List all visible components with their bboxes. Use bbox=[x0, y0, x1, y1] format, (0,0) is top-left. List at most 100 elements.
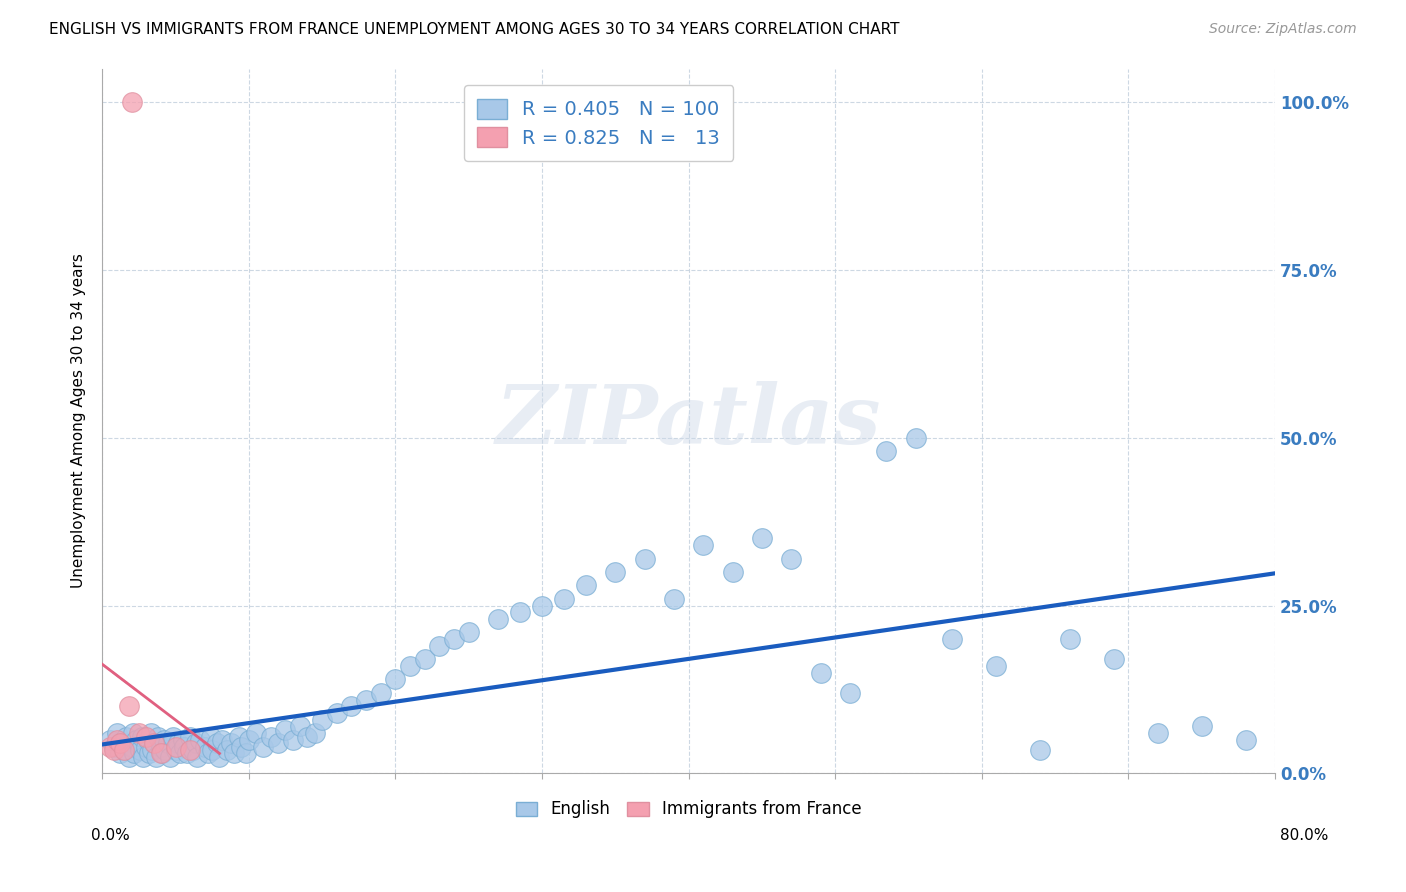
Point bbox=[114, 730, 136, 744]
Point bbox=[167, 736, 190, 750]
Point bbox=[172, 732, 194, 747]
Point bbox=[384, 673, 406, 687]
Point bbox=[184, 736, 207, 750]
Point bbox=[605, 565, 627, 579]
Point bbox=[443, 632, 465, 647]
Legend: English, Immigrants from France: English, Immigrants from France bbox=[509, 794, 869, 825]
Point bbox=[780, 551, 803, 566]
Point bbox=[238, 732, 260, 747]
Point bbox=[149, 746, 172, 760]
Point bbox=[429, 639, 451, 653]
Point bbox=[197, 746, 219, 760]
Point bbox=[297, 730, 319, 744]
Point bbox=[509, 605, 531, 619]
Text: 80.0%: 80.0% bbox=[1281, 828, 1329, 843]
Point bbox=[810, 665, 832, 680]
Point bbox=[721, 565, 744, 579]
Point bbox=[121, 739, 143, 754]
Text: ENGLISH VS IMMIGRANTS FROM FRANCE UNEMPLOYMENT AMONG AGES 30 TO 34 YEARS CORRELA: ENGLISH VS IMMIGRANTS FROM FRANCE UNEMPL… bbox=[49, 22, 900, 37]
Text: ZIPatlas: ZIPatlas bbox=[496, 381, 882, 461]
Point bbox=[165, 743, 187, 757]
Point bbox=[129, 743, 152, 757]
Point bbox=[1029, 743, 1052, 757]
Point bbox=[304, 726, 326, 740]
Point bbox=[165, 739, 187, 754]
Point bbox=[200, 730, 222, 744]
Point bbox=[1102, 652, 1125, 666]
Point bbox=[326, 706, 349, 720]
Point bbox=[633, 551, 655, 566]
Point bbox=[274, 723, 297, 737]
Point bbox=[131, 730, 153, 744]
Point bbox=[838, 686, 860, 700]
Point bbox=[117, 749, 139, 764]
Point bbox=[190, 732, 212, 747]
Point bbox=[413, 652, 436, 666]
Point bbox=[146, 730, 169, 744]
Point bbox=[201, 743, 224, 757]
Point bbox=[530, 599, 553, 613]
Point bbox=[181, 743, 204, 757]
Point bbox=[125, 732, 148, 747]
Point bbox=[139, 726, 162, 740]
Point bbox=[138, 746, 160, 760]
Point bbox=[267, 736, 290, 750]
Point bbox=[281, 732, 304, 747]
Point bbox=[117, 699, 139, 714]
Point bbox=[941, 632, 963, 647]
Point bbox=[124, 746, 146, 760]
Point bbox=[205, 736, 228, 750]
Point bbox=[103, 743, 125, 757]
Point bbox=[219, 736, 242, 750]
Point bbox=[1234, 732, 1257, 747]
Point bbox=[105, 726, 128, 740]
Point bbox=[252, 739, 274, 754]
Point bbox=[692, 538, 714, 552]
Point bbox=[370, 686, 392, 700]
Point bbox=[311, 713, 333, 727]
Point bbox=[135, 730, 157, 744]
Point bbox=[288, 719, 311, 733]
Point bbox=[186, 749, 208, 764]
Point bbox=[108, 736, 131, 750]
Point bbox=[224, 746, 246, 760]
Point bbox=[215, 743, 238, 757]
Point bbox=[876, 444, 898, 458]
Y-axis label: Unemployment Among Ages 30 to 34 years: Unemployment Among Ages 30 to 34 years bbox=[72, 253, 86, 589]
Point bbox=[1191, 719, 1213, 733]
Point bbox=[142, 736, 165, 750]
Point bbox=[142, 736, 165, 750]
Point bbox=[179, 730, 201, 744]
Point bbox=[904, 431, 927, 445]
Text: Source: ZipAtlas.com: Source: ZipAtlas.com bbox=[1209, 22, 1357, 37]
Point bbox=[98, 732, 121, 747]
Point bbox=[553, 591, 575, 606]
Point bbox=[152, 732, 174, 747]
Point bbox=[169, 746, 191, 760]
Point bbox=[105, 732, 128, 747]
Point bbox=[245, 726, 267, 740]
Point bbox=[128, 726, 150, 740]
Point bbox=[157, 736, 180, 750]
Point bbox=[150, 746, 173, 760]
Point bbox=[228, 730, 250, 744]
Point bbox=[575, 578, 598, 592]
Point bbox=[111, 736, 134, 750]
Point bbox=[112, 743, 135, 757]
Point bbox=[399, 659, 422, 673]
Point bbox=[112, 743, 135, 757]
Point bbox=[986, 659, 1008, 673]
Point bbox=[128, 736, 150, 750]
Point bbox=[176, 746, 198, 760]
Point bbox=[194, 739, 217, 754]
Point bbox=[149, 739, 172, 754]
Point bbox=[132, 749, 155, 764]
Point bbox=[354, 692, 377, 706]
Point bbox=[260, 730, 283, 744]
Point bbox=[340, 699, 363, 714]
Point bbox=[108, 746, 131, 760]
Point bbox=[122, 726, 145, 740]
Point bbox=[231, 739, 253, 754]
Point bbox=[145, 749, 167, 764]
Point bbox=[751, 532, 773, 546]
